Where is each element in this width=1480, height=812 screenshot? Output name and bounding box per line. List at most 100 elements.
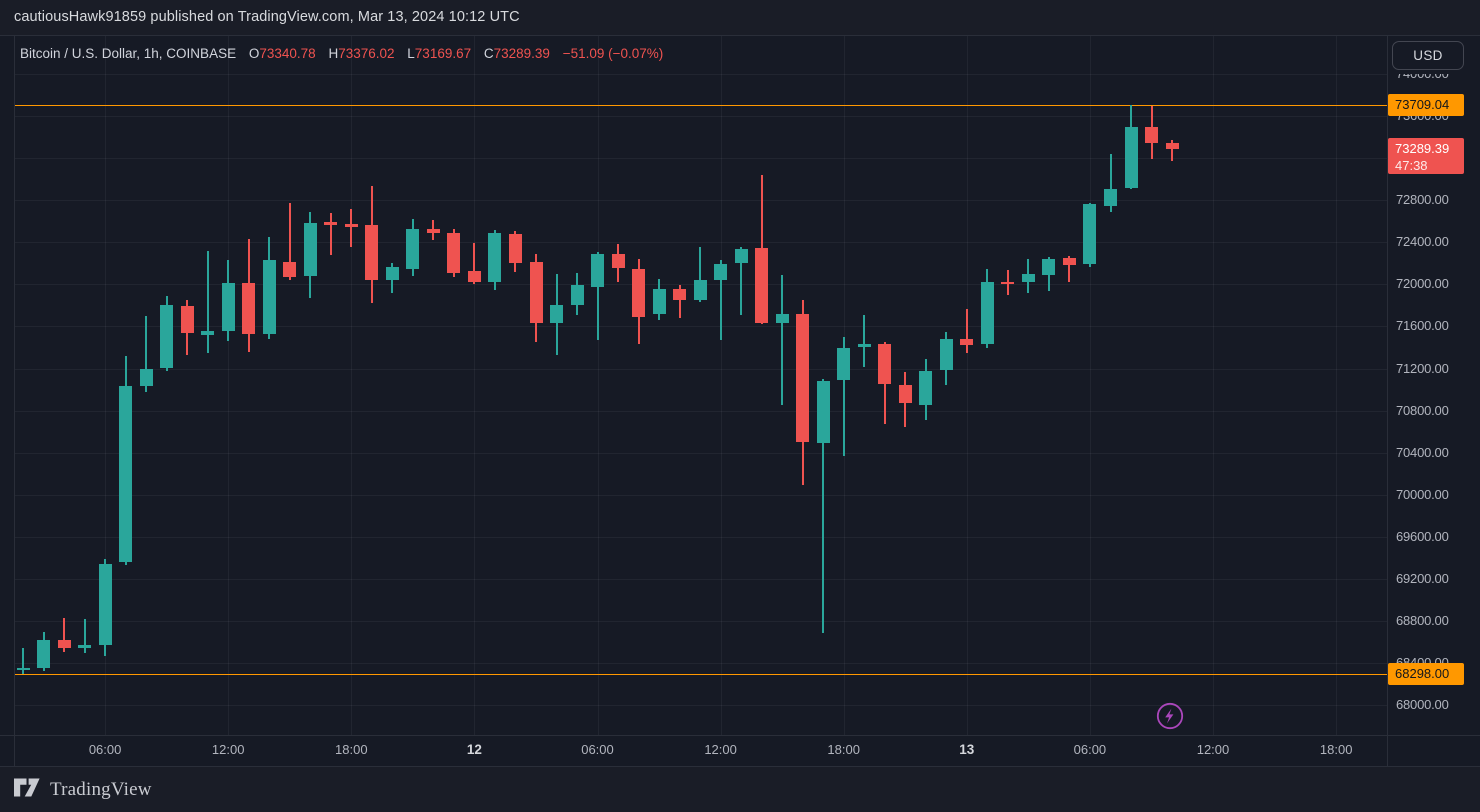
candle[interactable] [426,228,440,233]
h-gridline [14,74,1388,75]
candle[interactable] [857,344,871,347]
v-gridline [720,35,722,735]
candle[interactable] [37,639,50,668]
candle-wick [842,336,845,457]
candle-wick [965,308,968,354]
candle[interactable] [1104,188,1117,207]
low-label: L [407,46,415,61]
candle[interactable] [1165,143,1179,149]
candle[interactable] [960,338,974,346]
candle-wick [1109,153,1112,212]
high-value: 73376.02 [338,46,395,61]
candle-wick [473,243,476,284]
candle[interactable] [385,267,399,281]
candle[interactable] [755,248,769,323]
candle[interactable] [508,233,522,264]
candle[interactable] [796,313,810,443]
candle[interactable] [324,222,338,225]
close-value: 73289.39 [493,46,550,61]
candle[interactable] [550,305,563,324]
candle[interactable] [180,306,194,334]
candle-wick [350,209,353,248]
chart-canvas[interactable] [0,35,1388,735]
candle[interactable] [693,280,707,301]
time-axis-label: 06:00 [1073,742,1107,757]
v-gridline [351,35,353,735]
candle[interactable] [939,339,953,370]
h-gridline [14,662,1388,664]
candle[interactable] [878,343,892,384]
candle[interactable] [365,224,379,281]
tradingview-wordmark: TradingView [50,778,152,800]
change-value: −51.09 (−0.07%) [562,46,664,61]
currency-button[interactable]: USD [1392,41,1464,70]
candle[interactable] [673,288,687,301]
h-gridline [14,452,1388,454]
candle-wick [206,251,209,354]
candle-wick [145,315,148,393]
candle[interactable] [1021,274,1035,283]
candle[interactable] [898,384,912,404]
time-axis[interactable]: 06:00 12:00 18:00 12 06:00 12:00 18:00 13 06:00 1… [0,735,1480,766]
candle[interactable] [919,370,933,406]
candle[interactable] [1124,127,1138,188]
candle[interactable] [837,348,851,381]
candle[interactable] [611,253,625,268]
h-gridline [14,158,1388,160]
candle[interactable] [632,268,645,317]
candle[interactable] [283,261,297,277]
candle[interactable] [119,386,133,563]
candle[interactable] [1001,281,1015,285]
candle[interactable] [221,283,235,331]
candle[interactable] [570,285,584,306]
candle[interactable] [78,645,92,648]
frame-left-border [14,35,15,766]
candle[interactable] [262,260,276,335]
candle[interactable] [201,330,215,335]
candle[interactable] [447,232,461,274]
price-line-low [14,673,1388,675]
candle[interactable] [816,380,830,443]
candle[interactable] [652,288,666,314]
candle[interactable] [1145,127,1158,144]
candle[interactable] [16,667,30,671]
candle[interactable] [1062,258,1076,265]
candle[interactable] [1042,258,1056,275]
h-gridline [14,200,1388,202]
price-axis[interactable]: 74000.0073600.0073200.0072800.0072400.00… [1388,35,1480,735]
candle[interactable] [242,283,256,335]
candle[interactable] [303,223,317,276]
candle-wick [63,617,65,653]
candle[interactable] [160,305,174,369]
close-label: C [483,46,494,61]
candle[interactable] [139,368,153,387]
candle[interactable] [488,232,502,282]
frame-axis-border [1387,35,1388,766]
candle-wick [719,260,722,340]
v-gridline [1336,35,1338,735]
candle[interactable] [714,263,728,281]
candle[interactable] [980,282,994,344]
candle[interactable] [529,262,543,324]
price-axis-label: 68800.00 [1396,612,1449,628]
candle[interactable] [591,253,604,287]
candle[interactable] [344,224,358,227]
symbol-title: Bitcoin / U.S. Dollar, 1h, COINBASE [20,46,237,61]
candle[interactable] [775,313,789,324]
candle[interactable] [467,270,481,282]
candle-wick [329,212,332,255]
candle[interactable] [734,248,748,264]
candle-wick [1068,255,1071,282]
bottom-strip: TradingView [0,767,1480,812]
chart-area: Bitcoin / U.S. Dollar, 1h, COINBASE O733… [0,35,1480,767]
tradingview-logo[interactable]: TradingView [13,777,152,803]
candle[interactable] [98,563,112,646]
candle[interactable] [1083,204,1097,265]
candle-wick [699,247,702,303]
h-gridline [14,326,1388,328]
price-line-high-badge: 73709.04 [1388,93,1464,116]
candle-countdown: 47:38 [1395,157,1428,173]
candle[interactable] [57,639,71,648]
candle[interactable] [406,228,420,269]
boost-button[interactable] [1155,701,1185,731]
